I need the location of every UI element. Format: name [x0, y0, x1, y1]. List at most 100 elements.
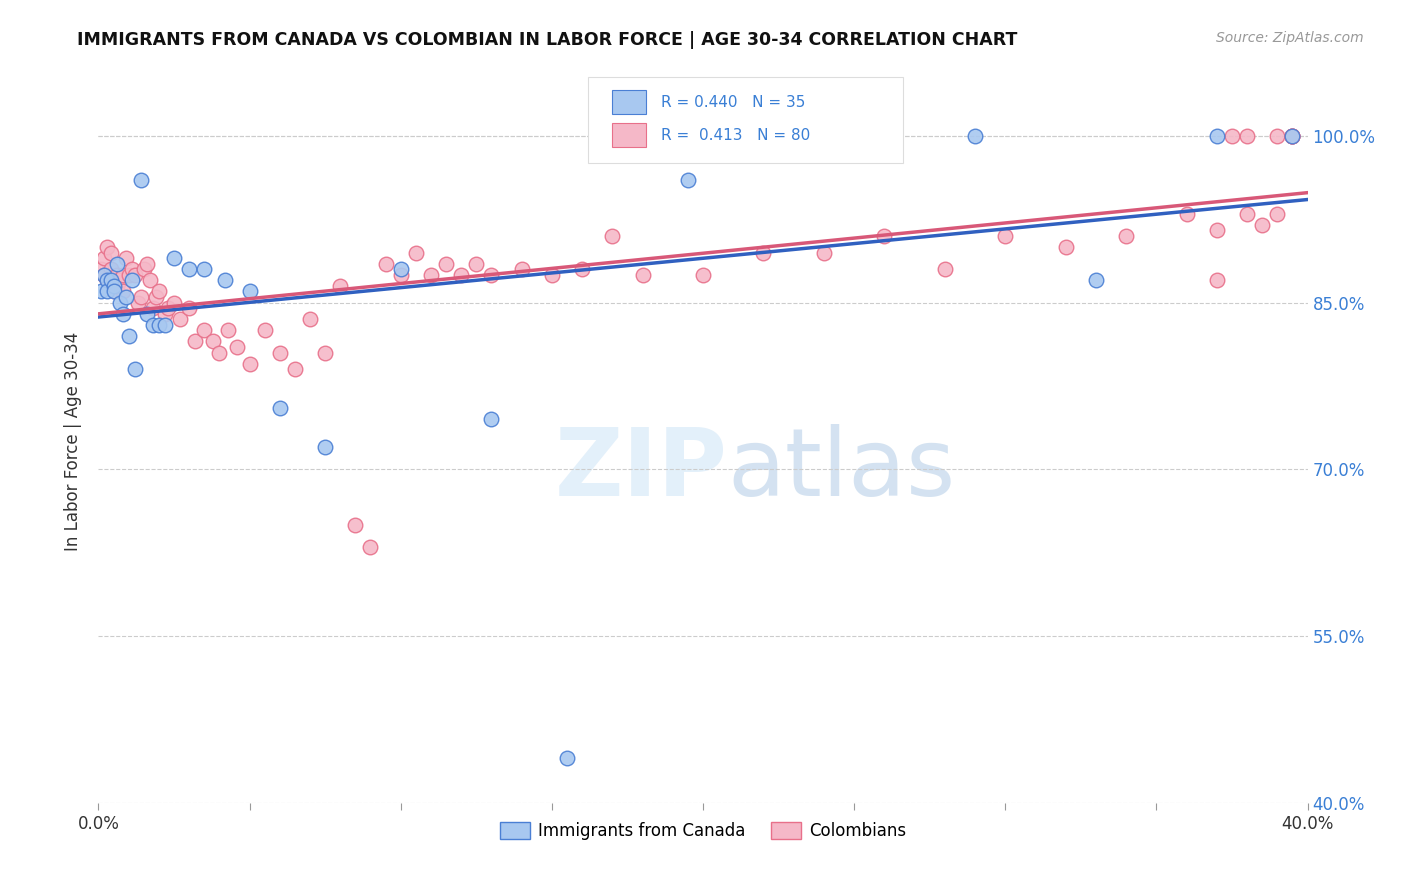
Point: [217, 323, 239, 337]
Point: [156, 301, 179, 315]
Point: [481, 412, 503, 426]
Point: [284, 362, 307, 376]
Point: [96, 273, 118, 287]
Point: [828, 128, 851, 143]
Point: [239, 357, 262, 371]
Point: [96, 285, 118, 299]
Point: [813, 245, 835, 260]
Point: [405, 245, 427, 260]
Point: [129, 290, 152, 304]
Point: [108, 295, 131, 310]
Point: [90, 285, 112, 299]
Point: [389, 262, 412, 277]
Point: [214, 273, 236, 287]
Point: [121, 273, 143, 287]
Point: [1220, 128, 1243, 143]
Point: [208, 345, 231, 359]
Point: [389, 268, 412, 282]
Point: [344, 517, 367, 532]
Point: [1085, 273, 1108, 287]
Point: [127, 295, 149, 310]
Point: [1281, 128, 1303, 143]
Point: [179, 301, 201, 315]
Point: [135, 257, 157, 271]
Point: [142, 301, 165, 315]
Point: [1115, 228, 1137, 243]
Point: [420, 268, 443, 282]
Point: [142, 318, 165, 332]
Point: [100, 245, 122, 260]
Point: [124, 268, 146, 282]
Text: IMMIGRANTS FROM CANADA VS COLOMBIAN IN LABOR FORCE | AGE 30-34 CORRELATION CHART: IMMIGRANTS FROM CANADA VS COLOMBIAN IN L…: [77, 31, 1018, 49]
Point: [132, 262, 155, 277]
Point: [121, 262, 143, 277]
Legend: Immigrants from Canada, Colombians: Immigrants from Canada, Colombians: [494, 815, 912, 847]
Point: [90, 262, 112, 277]
Text: atlas: atlas: [727, 425, 956, 516]
Point: [124, 362, 146, 376]
Point: [269, 401, 291, 416]
Point: [239, 285, 262, 299]
Point: [129, 173, 152, 187]
Point: [1206, 128, 1229, 143]
Point: [752, 245, 775, 260]
Point: [360, 540, 382, 554]
Point: [329, 279, 352, 293]
Point: [111, 268, 134, 282]
Text: R =  0.413   N = 80: R = 0.413 N = 80: [661, 128, 810, 144]
Point: [118, 268, 141, 282]
Point: [1175, 207, 1198, 221]
Point: [179, 262, 201, 277]
Point: [1054, 240, 1077, 254]
Point: [93, 251, 115, 265]
Point: [1281, 128, 1303, 143]
Y-axis label: In Labor Force | Age 30-34: In Labor Force | Age 30-34: [65, 332, 83, 551]
Text: ZIP: ZIP: [554, 425, 727, 516]
Point: [555, 751, 578, 765]
Point: [1267, 207, 1289, 221]
Point: [184, 334, 207, 349]
Point: [139, 273, 162, 287]
Point: [1206, 223, 1229, 237]
Point: [481, 268, 503, 282]
Point: [965, 128, 987, 143]
Point: [314, 440, 336, 454]
Point: [111, 285, 134, 299]
Point: [135, 307, 157, 321]
Point: [193, 323, 215, 337]
FancyBboxPatch shape: [613, 123, 647, 147]
Point: [103, 279, 125, 293]
Point: [163, 251, 186, 265]
Point: [873, 228, 896, 243]
Point: [510, 262, 533, 277]
Point: [118, 329, 141, 343]
Point: [450, 268, 472, 282]
Point: [571, 262, 593, 277]
Point: [105, 268, 128, 282]
Point: [103, 273, 125, 287]
Point: [269, 345, 291, 359]
Point: [1267, 128, 1289, 143]
Point: [631, 268, 654, 282]
Point: [374, 257, 396, 271]
Point: [253, 323, 276, 337]
Point: [114, 251, 136, 265]
Point: [692, 268, 714, 282]
Point: [153, 318, 176, 332]
Point: [1281, 128, 1303, 143]
Point: [148, 318, 170, 332]
Point: [299, 312, 322, 326]
Text: Source: ZipAtlas.com: Source: ZipAtlas.com: [1216, 31, 1364, 45]
Point: [226, 340, 249, 354]
Point: [602, 228, 624, 243]
Point: [103, 285, 125, 299]
Point: [108, 273, 131, 287]
Point: [202, 334, 225, 349]
Point: [163, 295, 186, 310]
FancyBboxPatch shape: [613, 90, 647, 114]
Point: [314, 345, 336, 359]
Point: [111, 307, 134, 321]
Point: [148, 285, 170, 299]
Point: [465, 257, 488, 271]
Point: [93, 268, 115, 282]
